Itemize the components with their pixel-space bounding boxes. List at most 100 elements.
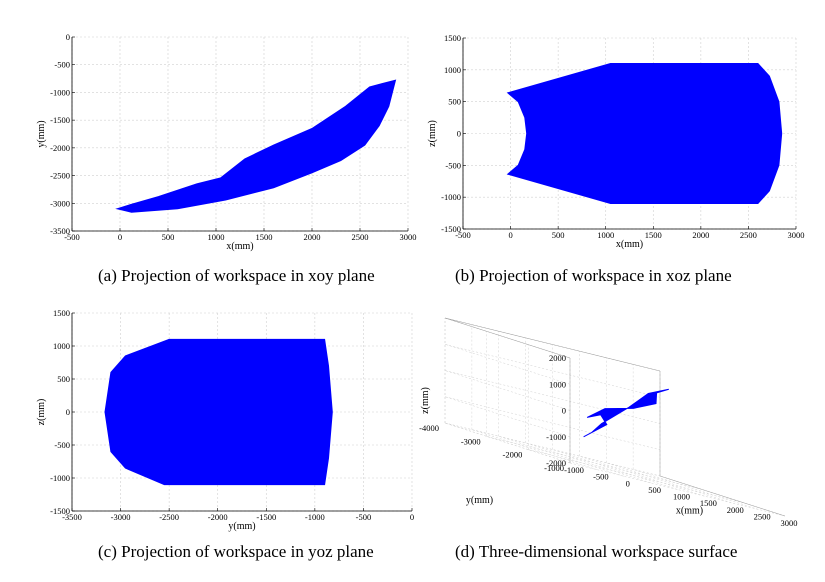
x-tick-label: -500 [64, 232, 80, 242]
grid-line [528, 449, 744, 503]
grid-line [486, 436, 702, 490]
y-tick-label: 1000 [444, 65, 461, 75]
y-tick-label: -1500 [441, 224, 461, 234]
y-tick-label: -4000 [419, 423, 439, 433]
y-axis-label: z(mm) [36, 399, 47, 426]
z-axis-label: z(mm) [420, 387, 431, 414]
x-tick-label: 3000 [788, 230, 805, 240]
y-axis-label: y(mm) [466, 495, 493, 506]
x-tick-label: 500 [162, 232, 175, 242]
y-axis-label: z(mm) [427, 120, 438, 147]
z-tick-label: 2000 [549, 353, 566, 363]
x-tick-label: -1000 [564, 465, 584, 475]
y-tick-label: 0 [66, 32, 70, 42]
x-tick-label: -500 [356, 512, 372, 522]
x-tick-label: -1500 [256, 512, 276, 522]
y-tick-label: -2500 [50, 171, 70, 181]
z-tick-label: 0 [562, 406, 566, 416]
grid-line [444, 422, 661, 477]
z-tick-label: -1000 [546, 432, 566, 442]
grid-line [552, 449, 678, 490]
y-tick-label: -1500 [50, 506, 70, 516]
y-tick-label: 1500 [53, 308, 70, 318]
y-tick-label: -1000 [50, 87, 70, 97]
chart-a: -500 0 500 1000 1500 2000 2500 3000 -3500 -3000 -2… [36, 32, 417, 252]
x-tick-label: -3500 [62, 512, 82, 522]
y-tick-label: -3500 [50, 226, 70, 236]
y-tick-label: -2000 [50, 143, 70, 153]
y-tick-label: -500 [54, 440, 70, 450]
x-tick-label: 2500 [740, 230, 757, 240]
x-tick-label: 2500 [352, 232, 369, 242]
x-tick-label: 1500 [700, 498, 717, 508]
x-tick-label: -2000 [208, 512, 228, 522]
y-tick-label: 1000 [53, 341, 70, 351]
grid-line [444, 344, 571, 385]
y-tick-label: 0 [457, 129, 461, 139]
y-tick-label: -500 [54, 60, 70, 70]
y-tick-label: 500 [57, 374, 70, 384]
y-tick-label: -1000 [441, 192, 461, 202]
x-tick-label: 0 [626, 478, 630, 488]
workspace-surface [583, 388, 669, 438]
x-tick-label: 1500 [256, 232, 273, 242]
x-axis-label: x(mm) [676, 506, 703, 517]
x-tick-label: 500 [552, 230, 565, 240]
grid-line [444, 370, 661, 424]
y-tick-label: 0 [66, 407, 70, 417]
workspace-region [506, 63, 783, 204]
x-tick-label: -1000 [305, 512, 325, 522]
x-tick-label: -3000 [111, 512, 131, 522]
y-tick-label: 500 [448, 97, 461, 107]
grid-line [525, 442, 651, 484]
grid-line [633, 469, 759, 510]
box-edge [444, 317, 571, 359]
grid-line [444, 396, 571, 437]
caption-c: (c) Projection of workspace in yoz plane [98, 542, 374, 561]
box-edge [444, 317, 661, 372]
x-tick-label: 2000 [727, 505, 744, 515]
grid-line [498, 436, 624, 477]
y-tick-label: -1500 [50, 115, 70, 125]
x-tick-label: -500 [593, 472, 609, 482]
x-tick-label: 1000 [208, 232, 225, 242]
caption-a: (a) Projection of workspace in xoy plane [98, 266, 375, 285]
x-tick-label: 1000 [597, 230, 614, 240]
workspace-region [104, 338, 333, 486]
x-tick-label: 2500 [754, 511, 771, 521]
chart-c: -3500 -3000 -2500 -2000 -1500 -1000 -500 0 -1500… [36, 308, 414, 532]
chart-b: -500 0 500 1000 1500 2000 2500 3000 -1500 -1000 -5… [427, 33, 805, 250]
x-tick-label: -2500 [159, 512, 179, 522]
y-tick-label: -2000 [502, 450, 522, 460]
workspace-region [115, 79, 397, 213]
x-axis-label: x(mm) [616, 239, 643, 250]
x-axis-label: x(mm) [226, 241, 253, 252]
grid-line [444, 370, 571, 411]
x-tick-label: 500 [648, 485, 661, 495]
z-tick-label: 1000 [549, 379, 566, 389]
caption-b: (b) Projection of workspace in xoz plane [455, 266, 732, 285]
grid-line [444, 396, 661, 450]
grid-line [471, 429, 597, 470]
grid-line [444, 344, 661, 398]
y-tick-label: -3000 [50, 198, 70, 208]
x-tick-label: 0 [118, 232, 122, 242]
y-tick-label: -1000 [50, 473, 70, 483]
y-axis-label: y(mm) [36, 120, 47, 147]
x-tick-label: 0 [508, 230, 512, 240]
x-tick-label: -500 [455, 230, 471, 240]
grid-line [444, 422, 571, 464]
grid-line [579, 455, 705, 497]
box-edge [659, 475, 786, 517]
y-tick-label: -3000 [461, 436, 481, 446]
chart-d: -2000-1000010002000-1000-500050010001500… [419, 317, 798, 528]
x-tick-label: 2000 [692, 230, 709, 240]
x-tick-label: 0 [410, 512, 414, 522]
x-tick-label: 3000 [781, 518, 798, 528]
y-tick-label: -1000 [544, 463, 564, 473]
y-tick-label: -500 [445, 160, 461, 170]
grid-line [606, 462, 732, 503]
x-tick-label: 2000 [304, 232, 321, 242]
x-tick-label: 3000 [400, 232, 417, 242]
grid-line [569, 462, 786, 517]
